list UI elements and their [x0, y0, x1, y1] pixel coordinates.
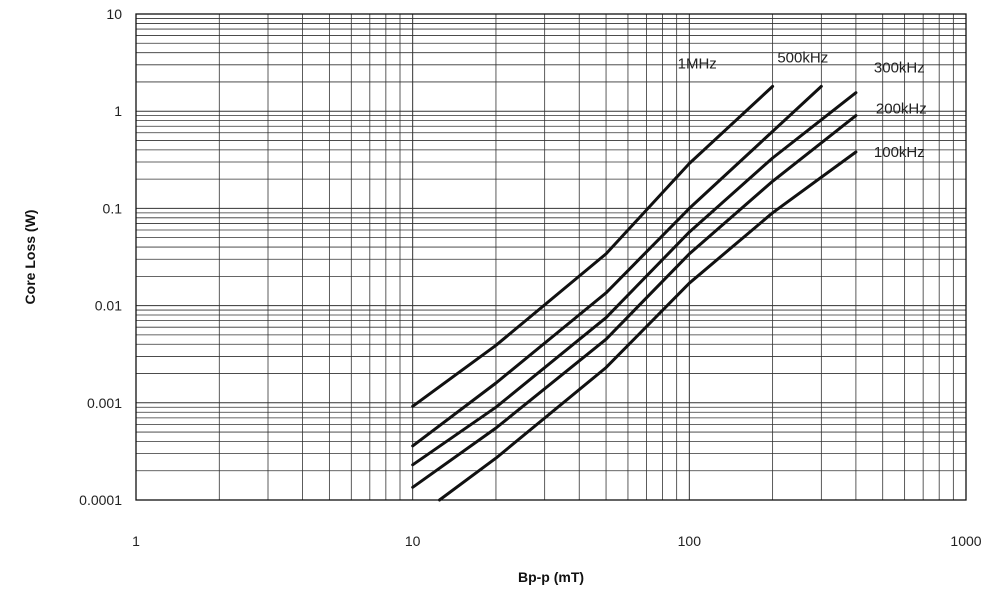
series-line-100khz: [438, 150, 858, 502]
y-tick-label: 0.001: [87, 395, 122, 411]
y-tick-label: 0.0001: [79, 492, 122, 508]
y-tick-label: 0.1: [103, 200, 123, 216]
x-axis-title: Bp-p (mT): [518, 569, 584, 585]
series-label-300khz: 300kHz: [874, 60, 925, 77]
x-tick-label: 1000: [950, 533, 981, 549]
y-tick-label: 1: [114, 103, 122, 119]
x-tick-label: 1: [132, 533, 140, 549]
series-labels: 1MHz 500kHz 300kHz 200kHz 100kHz: [678, 49, 927, 161]
y-tick-label: 0.01: [95, 298, 122, 314]
x-tick-labels: 1 10 100 1000: [132, 533, 982, 549]
y-axis-title: Core Loss (W): [22, 210, 38, 305]
y-tick-labels: 0.0001 0.001 0.01 0.1 1 10: [79, 6, 122, 508]
series-line-500khz: [411, 84, 823, 448]
series-line-300khz: [411, 91, 858, 467]
y-tick-label: 10: [106, 6, 122, 22]
series-label-500khz: 500kHz: [777, 49, 828, 66]
series-label-1mhz: 1MHz: [678, 55, 717, 72]
series-line-200khz: [411, 114, 858, 489]
x-tick-label: 10: [405, 533, 421, 549]
series-lines: [411, 84, 858, 502]
series-line-1mhz: [411, 84, 775, 408]
plot-frame: [135, 13, 967, 501]
grid-lines: [136, 14, 966, 500]
series-label-100khz: 100kHz: [874, 144, 925, 161]
series-label-200khz: 200kHz: [876, 101, 927, 118]
x-tick-label: 100: [678, 533, 702, 549]
